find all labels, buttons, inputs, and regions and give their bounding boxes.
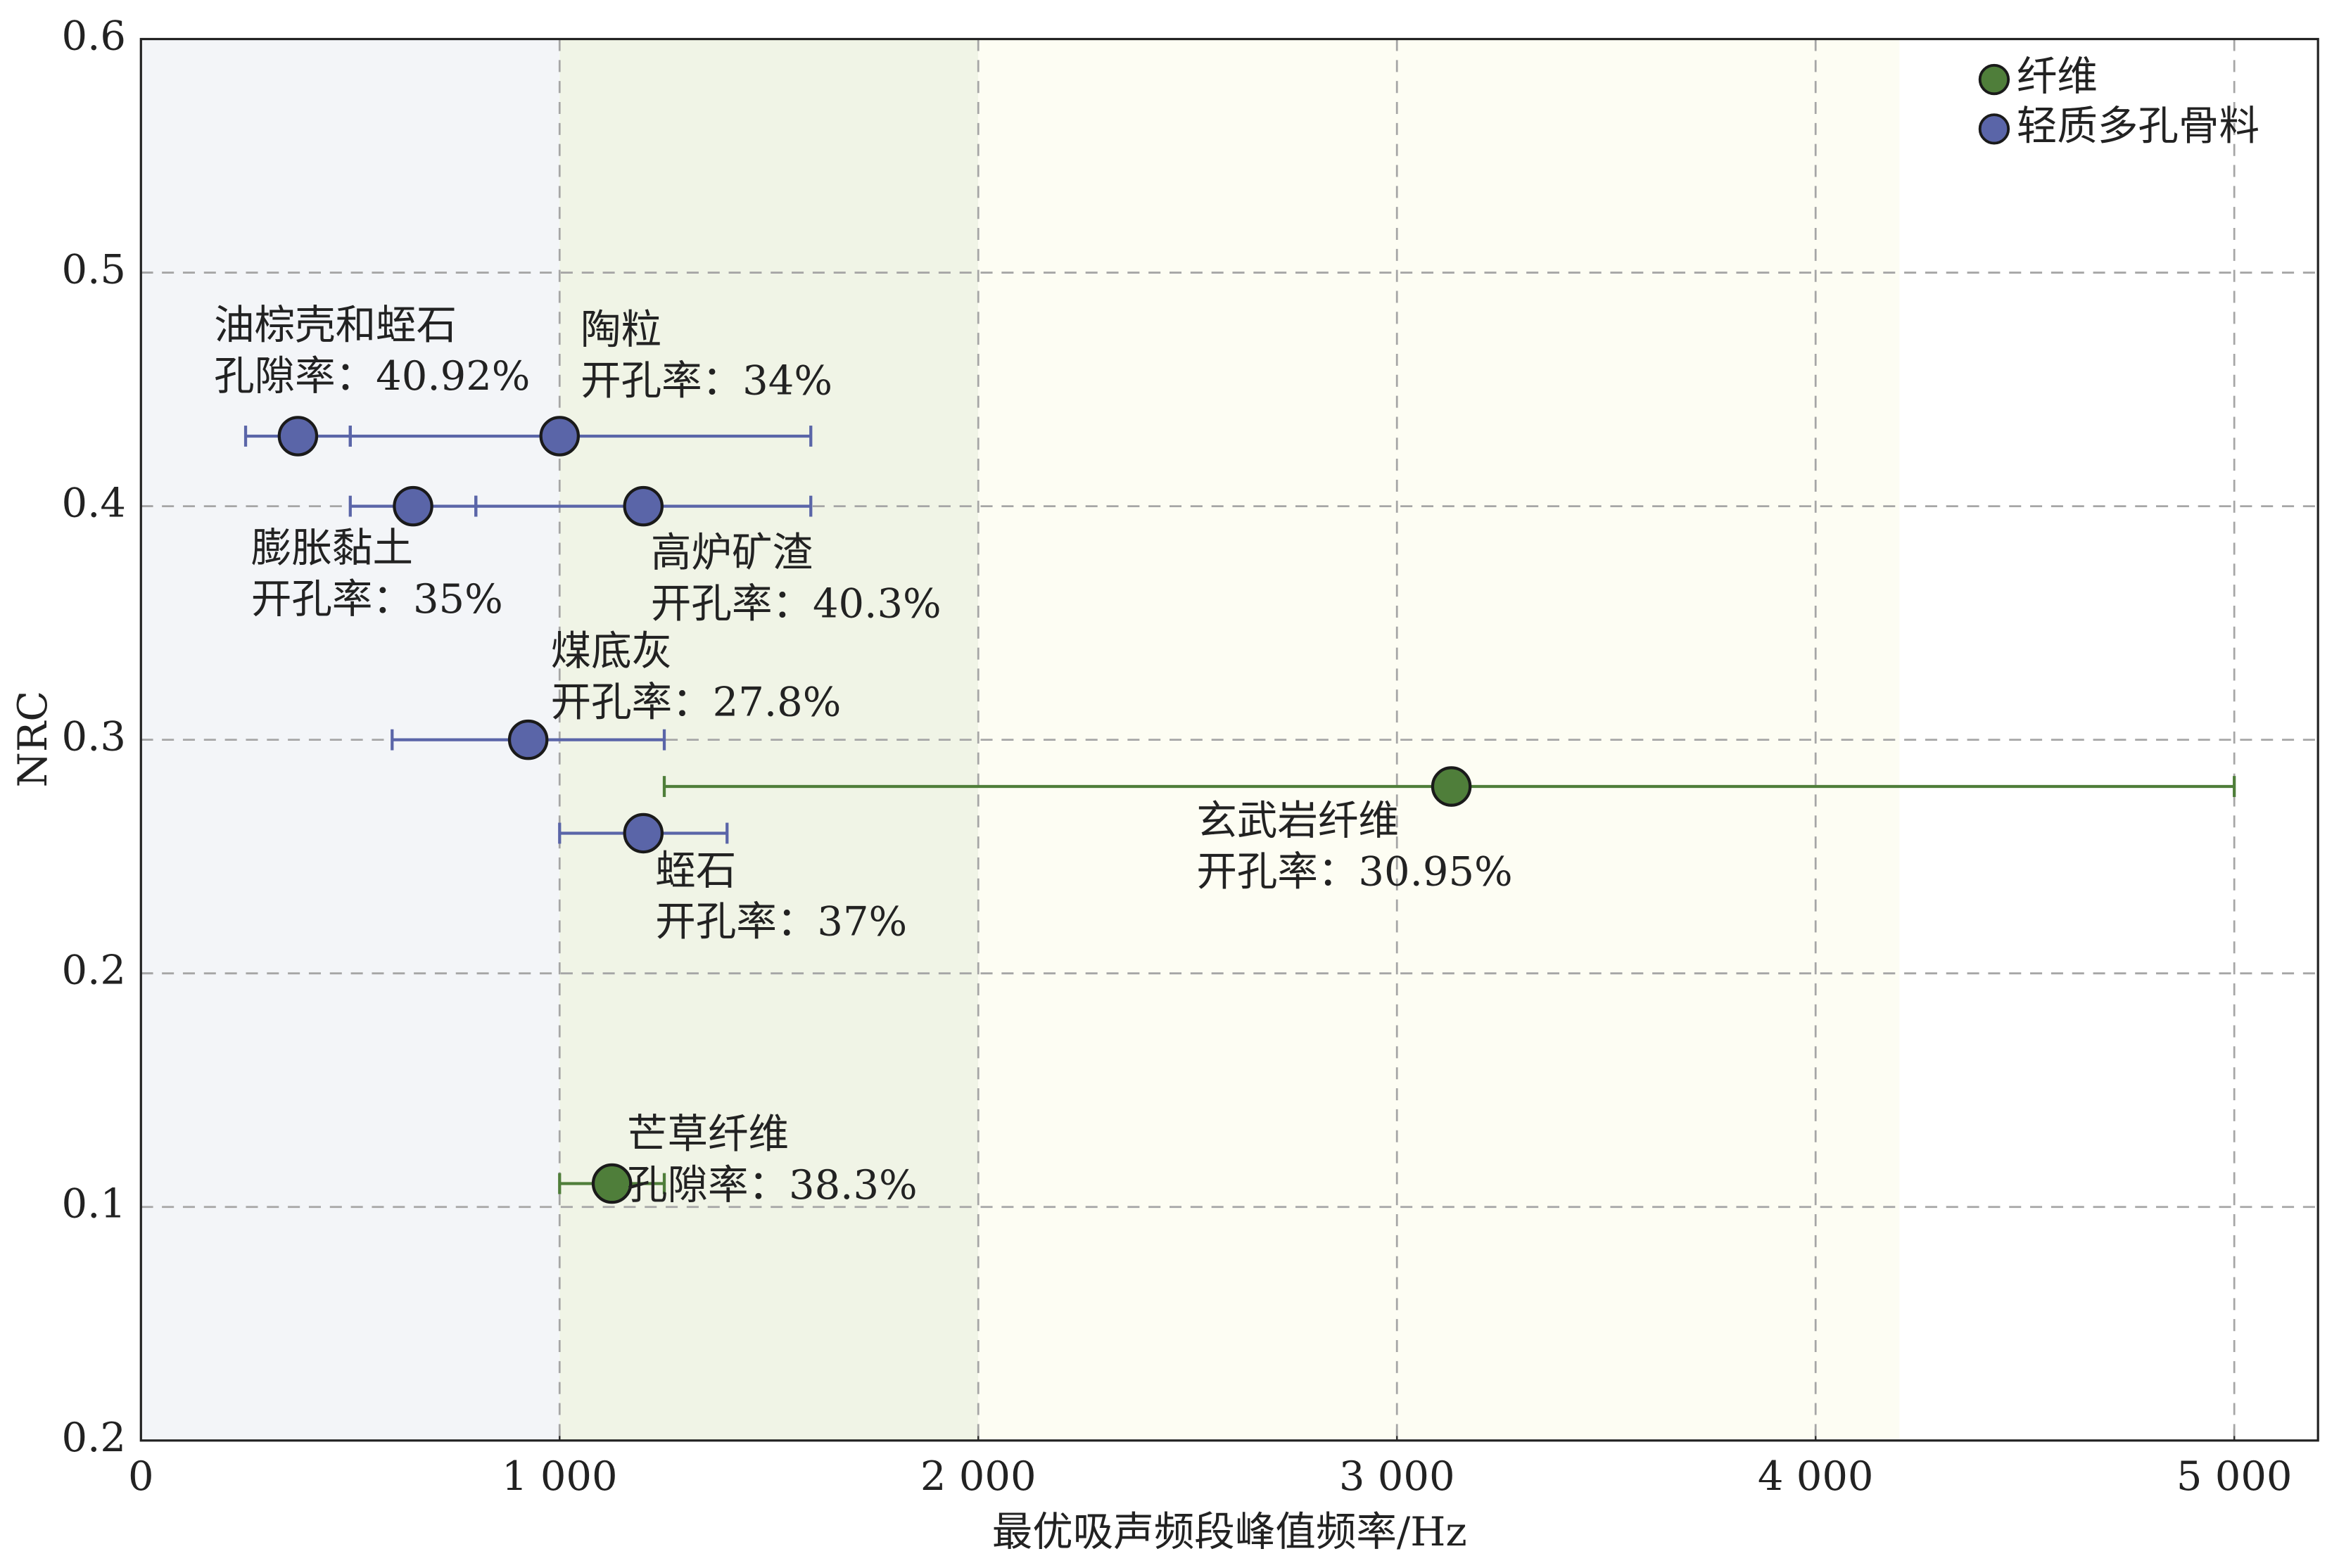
point (623, 812, 664, 854)
point-annotation: 孔隙率：38.3% (627, 1161, 918, 1209)
y-tick-label: 0.2 (62, 1414, 126, 1461)
y-tick-label: 0.1 (62, 1180, 126, 1228)
x-tick-label: 4 000 (1758, 1453, 1874, 1500)
point-annotation: 膨胀黏土 (251, 524, 413, 571)
point-annotation: 陶粒 (581, 306, 661, 353)
point-annotation: 孔隙率：40.92% (214, 352, 530, 400)
point-annotation: 玄武岩纤维 (1196, 797, 1399, 844)
x-tick-label: 5 000 (2176, 1453, 2293, 1500)
point-annotation: 油棕壳和蛭石 (214, 301, 457, 348)
y-axis-label: NRC (9, 691, 56, 788)
point-annotation: 芒草纤维 (627, 1110, 789, 1157)
y-tick-label: 0.3 (62, 713, 126, 760)
point-annotation: 开孔率：37% (655, 898, 907, 945)
legend-label: 纤维 (2017, 53, 2098, 100)
x-tick-label: 1 000 (502, 1453, 618, 1500)
point-annotation: 开孔率：34% (581, 357, 832, 404)
legend-label: 轻质多孔骨料 (2017, 102, 2259, 149)
point-annotation: 开孔率：30.95% (1196, 848, 1512, 895)
point (591, 1163, 633, 1204)
plot-frame (139, 37, 2319, 1442)
y-tick-label: 0.6 (62, 13, 126, 60)
point-annotation: 高炉矿渣 (651, 529, 813, 576)
legend-marker (1978, 113, 2010, 145)
point (623, 485, 664, 527)
point (507, 719, 549, 760)
x-tick-label: 3 000 (1339, 1453, 1455, 1500)
point-annotation: 煤底灰 (551, 627, 673, 675)
x-tick-label: 0 (128, 1453, 154, 1500)
point-annotation: 开孔率：27.8% (551, 679, 842, 726)
x-axis-label: 最优吸声频段峰值频率/Hz (992, 1508, 1467, 1555)
legend-marker (1978, 63, 2010, 96)
point (393, 485, 433, 527)
point (539, 416, 581, 457)
y-tick-label: 0.2 (62, 947, 126, 994)
point-annotation: 蛭石 (655, 847, 736, 894)
x-tick-label: 2 000 (920, 1453, 1037, 1500)
point (277, 416, 319, 457)
point-annotation: 开孔率：35% (251, 575, 503, 623)
point (1431, 766, 1472, 807)
point-annotation: 开孔率：40.3% (651, 580, 942, 627)
y-tick-label: 0.4 (62, 480, 126, 527)
y-tick-label: 0.5 (62, 246, 126, 293)
